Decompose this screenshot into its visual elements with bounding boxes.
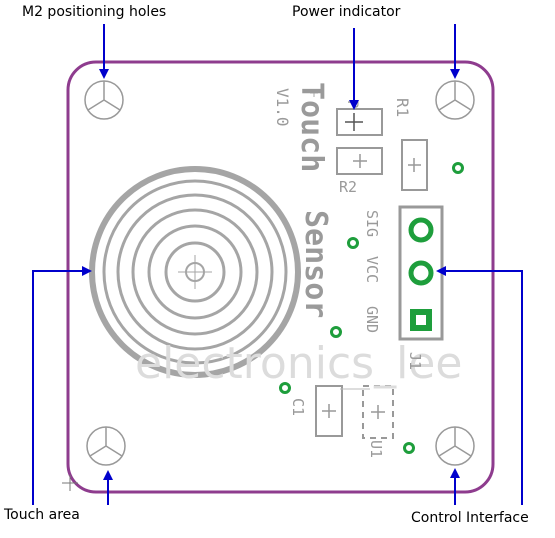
connector-j1 <box>398 205 444 341</box>
mount-hole-bottom-right <box>435 426 475 466</box>
touch-pad <box>89 166 301 378</box>
arrow-control-interface <box>436 266 523 505</box>
origin-mark <box>62 475 78 491</box>
callout-touch-area: Touch area <box>4 507 80 523</box>
ref-j1: J1 <box>406 352 424 370</box>
capacitor-c1 <box>315 385 343 437</box>
vias <box>279 162 464 454</box>
silk-mark <box>310 89 318 97</box>
pin-label-vcc: VCC <box>363 256 381 283</box>
mount-hole-top-left <box>84 80 124 120</box>
ref-u1: U1 <box>367 440 385 458</box>
pin-label-sig: SIG <box>363 210 381 237</box>
watermark: electronics_lee <box>135 338 462 389</box>
callout-control-interface: Control Interface <box>411 510 529 526</box>
ref-c1: C1 <box>289 398 307 416</box>
chip-u1 <box>362 385 394 439</box>
pin-label-gnd: GND <box>363 306 381 333</box>
callout-m2-holes: M2 positioning holes <box>22 4 167 20</box>
board-outline <box>66 60 495 494</box>
arrow-touch-area <box>32 266 92 505</box>
version-label: V1.0 <box>273 88 292 127</box>
ref-led: P <box>344 100 360 108</box>
resistor-r1 <box>401 139 428 191</box>
board-title-sensor: Sensor <box>298 210 333 318</box>
callout-power-indicator: Power indicator <box>292 4 401 20</box>
mount-hole-bottom-left <box>86 426 126 466</box>
mount-hole-top-right <box>435 80 475 120</box>
ref-r2: R2 <box>339 178 357 196</box>
resistor-r2 <box>336 147 383 175</box>
power-led <box>336 108 383 136</box>
board-title-touch: Touch <box>294 82 329 172</box>
ref-r1: R1 <box>393 98 412 117</box>
